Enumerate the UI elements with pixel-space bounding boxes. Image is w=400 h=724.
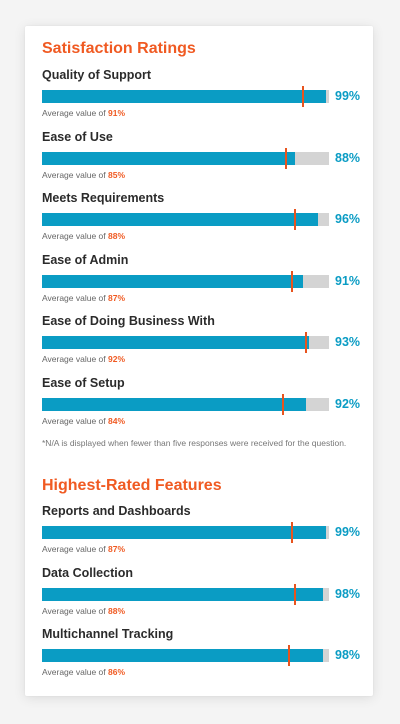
rating-percent: 88%: [335, 150, 361, 165]
rating-bar-track: [42, 393, 329, 415]
average-value: 87%: [108, 292, 126, 303]
average-marker: [293, 209, 296, 230]
highest-rated-features-title: Highest-Rated Features: [42, 477, 222, 494]
rating-label: Data Collection: [42, 565, 133, 580]
rating-label: Reports and Dashboards: [42, 504, 191, 518]
rating-label: Multichannel Tracking: [42, 627, 174, 641]
average-prefix: Average value of: [42, 667, 108, 677]
average-prefix: Average value of: [42, 108, 108, 118]
rating-bar-fill: [42, 526, 327, 539]
rating-bar-fill: [42, 151, 295, 165]
rating-item: Reports and Dashboards 99% Average value o…: [42, 504, 362, 560]
rating-label: Ease of Setup: [42, 375, 125, 390]
average-text: Average value of 87%: [42, 544, 125, 554]
rating-bar-fill: [42, 336, 309, 349]
rating-percent: 99%: [335, 89, 361, 103]
rating-bar-fill: [42, 649, 324, 662]
satisfaction-ratings-title: Satisfaction Ratings: [42, 40, 196, 57]
rating-percent: 93%: [335, 335, 361, 349]
rating-item: Quality of Support 99% Average value of 91…: [42, 68, 362, 124]
average-value: 85%: [108, 169, 126, 180]
rating-bar-track: [42, 332, 329, 353]
rating-percent: 99%: [335, 525, 361, 539]
average-text: Average value of 88%: [42, 606, 125, 616]
average-prefix: Average value of: [42, 544, 108, 554]
rating-bar-track: [42, 583, 329, 605]
rating-label: Ease of Doing Business With: [42, 314, 215, 328]
average-text: Average value of 91%: [42, 108, 125, 118]
average-marker: [290, 270, 293, 292]
rating-percent: 92%: [335, 396, 361, 411]
average-marker: [290, 522, 293, 543]
average-value: 92%: [108, 354, 126, 364]
rating-item: Ease of Setup 92% Average value of 84%: [42, 376, 362, 432]
average-marker: [305, 332, 308, 353]
na-footnote: *N/A is displayed when fewer than five r…: [42, 438, 347, 448]
rating-item: Meets Requirements 96% Average value of 88…: [42, 191, 362, 247]
rating-bar-track: [42, 86, 329, 107]
average-prefix: Average value of: [42, 415, 108, 426]
average-value: 84%: [108, 415, 126, 426]
average-marker: [287, 645, 290, 666]
rating-bar-fill: [42, 587, 324, 601]
rating-bar-track: [42, 645, 329, 666]
average-text: Average value of 87%: [42, 293, 125, 303]
average-text: Average value of 84%: [42, 416, 125, 426]
average-value: 91%: [108, 108, 126, 118]
rating-percent: 98%: [335, 586, 361, 601]
rating-bar-fill: [42, 90, 327, 103]
average-marker: [302, 86, 305, 107]
rating-item: Ease of Use 88% Average value of 85%: [42, 130, 362, 186]
average-text: Average value of 88%: [42, 231, 125, 241]
rating-bar-track: [42, 270, 329, 292]
rating-bar-fill: [42, 274, 304, 288]
rating-label: Meets Requirements: [42, 191, 165, 205]
average-prefix: Average value of: [42, 169, 108, 180]
rating-bar-track: [42, 147, 329, 169]
average-prefix: Average value of: [42, 231, 108, 241]
average-prefix: Average value of: [42, 354, 108, 364]
rating-item: Ease of Doing Business With 93% Average va…: [42, 314, 362, 370]
rating-percent: 91%: [335, 273, 361, 288]
average-text: Average value of 92%: [42, 354, 125, 364]
average-prefix: Average value of: [42, 605, 108, 616]
average-value: 87%: [108, 544, 126, 554]
average-prefix: Average value of: [42, 292, 108, 303]
rating-bar-fill: [42, 397, 307, 411]
rating-label: Ease of Use: [42, 129, 113, 144]
rating-label: Ease of Admin: [42, 252, 129, 267]
rating-item: Ease of Admin 91% Average value of 87%: [42, 253, 362, 309]
average-text: Average value of 86%: [42, 667, 125, 677]
average-marker: [284, 147, 287, 169]
average-value: 86%: [108, 667, 126, 677]
average-marker: [282, 393, 285, 415]
rating-bar-track: [42, 209, 329, 230]
average-marker: [293, 583, 296, 605]
rating-bar-track: [42, 522, 329, 543]
rating-bar-fill: [42, 213, 318, 226]
average-value: 88%: [108, 231, 126, 241]
rating-label: Quality of Support: [42, 68, 152, 82]
rating-percent: 98%: [335, 648, 361, 662]
average-text: Average value of 85%: [42, 170, 125, 180]
ratings-card: Satisfaction Ratings Quality of Support 9…: [25, 26, 373, 696]
rating-percent: 96%: [335, 212, 361, 226]
rating-item: Multichannel Tracking 98% Average value of…: [42, 627, 362, 683]
average-value: 88%: [108, 605, 126, 616]
rating-item: Data Collection 98% Average value of 88%: [42, 566, 362, 622]
